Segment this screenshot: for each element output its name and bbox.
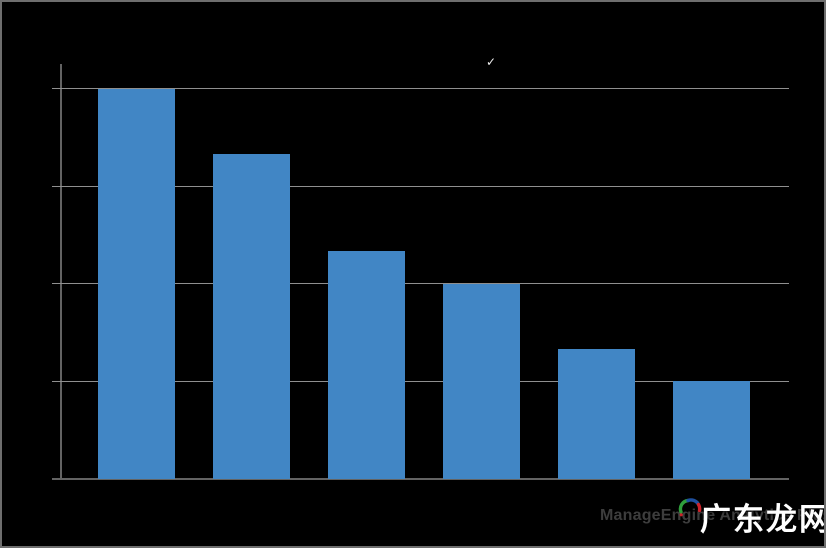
bar-3: [328, 251, 405, 479]
gridline: [52, 380, 789, 382]
check-mark-icon: ✓: [486, 55, 497, 69]
dragon-logo-icon: [678, 498, 702, 517]
x-axis-line: [52, 478, 789, 480]
gridline: [52, 185, 789, 187]
bar-5: [558, 348, 635, 479]
bar-1: [98, 88, 175, 479]
bar-4: [443, 283, 520, 479]
watermark-cn-text: 广东龙网: [700, 502, 826, 538]
gridline: [52, 88, 789, 89]
brand-text: ManageEngine Analytics Plus: [600, 507, 826, 524]
bar-2: [213, 153, 290, 479]
y-axis-line: [60, 64, 62, 480]
bar-6: [673, 381, 750, 479]
gridline: [52, 283, 789, 285]
